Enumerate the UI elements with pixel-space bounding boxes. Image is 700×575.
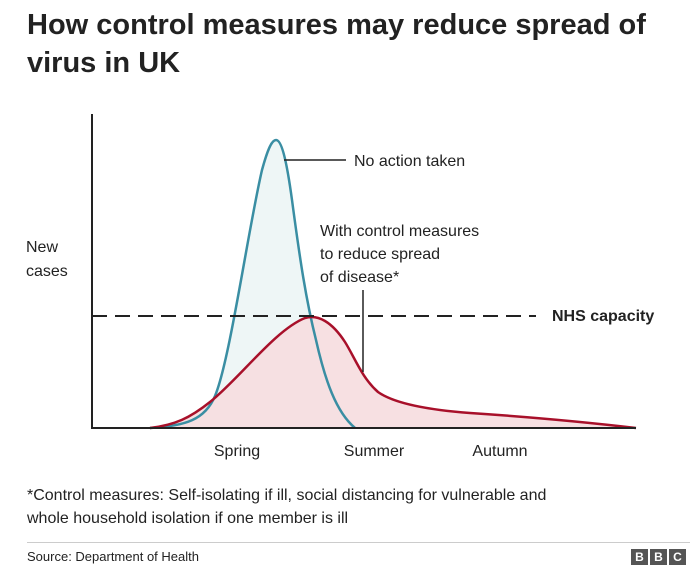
series-line-no-action (149, 138, 356, 430)
title-line-2: virus in UK (27, 47, 181, 79)
x-tick-autumn: Autumn (472, 443, 527, 460)
chart: New cases Spring Summer Autumn No action… (26, 114, 654, 460)
y-axis-label-line-2: cases (26, 263, 68, 280)
annotation-with-control-line-2: to reduce spread (320, 246, 440, 263)
source-credit: Source: Department of Health (27, 549, 199, 564)
footer-divider (27, 542, 690, 543)
page-title: How control measures may reduce spread o… (27, 6, 687, 82)
x-tick-spring: Spring (214, 443, 260, 460)
y-axis-label-line-1: New (26, 239, 58, 256)
annotation-no-action: No action taken (354, 153, 465, 170)
bbc-logo: B B C (631, 549, 686, 565)
x-tick-summer: Summer (344, 443, 405, 460)
bbc-logo-letter: B (650, 549, 667, 565)
nhs-capacity-label: NHS capacity (552, 308, 654, 325)
annotation-with-control-line-3: of disease* (320, 269, 399, 286)
series-area-with-control (150, 317, 636, 428)
title-line-1: How control measures may reduce spread o… (27, 9, 646, 41)
series-line-with-control (149, 315, 637, 430)
bbc-logo-letter: C (669, 549, 686, 565)
footnote: *Control measures: Self-isolating if ill… (27, 484, 687, 530)
footnote-line-1: *Control measures: Self-isolating if ill… (27, 487, 547, 504)
footnote-line-2: whole household isolation if one member … (27, 510, 349, 527)
annotation-with-control-line-1: With control measures (320, 223, 479, 240)
bbc-logo-letter: B (631, 549, 648, 565)
